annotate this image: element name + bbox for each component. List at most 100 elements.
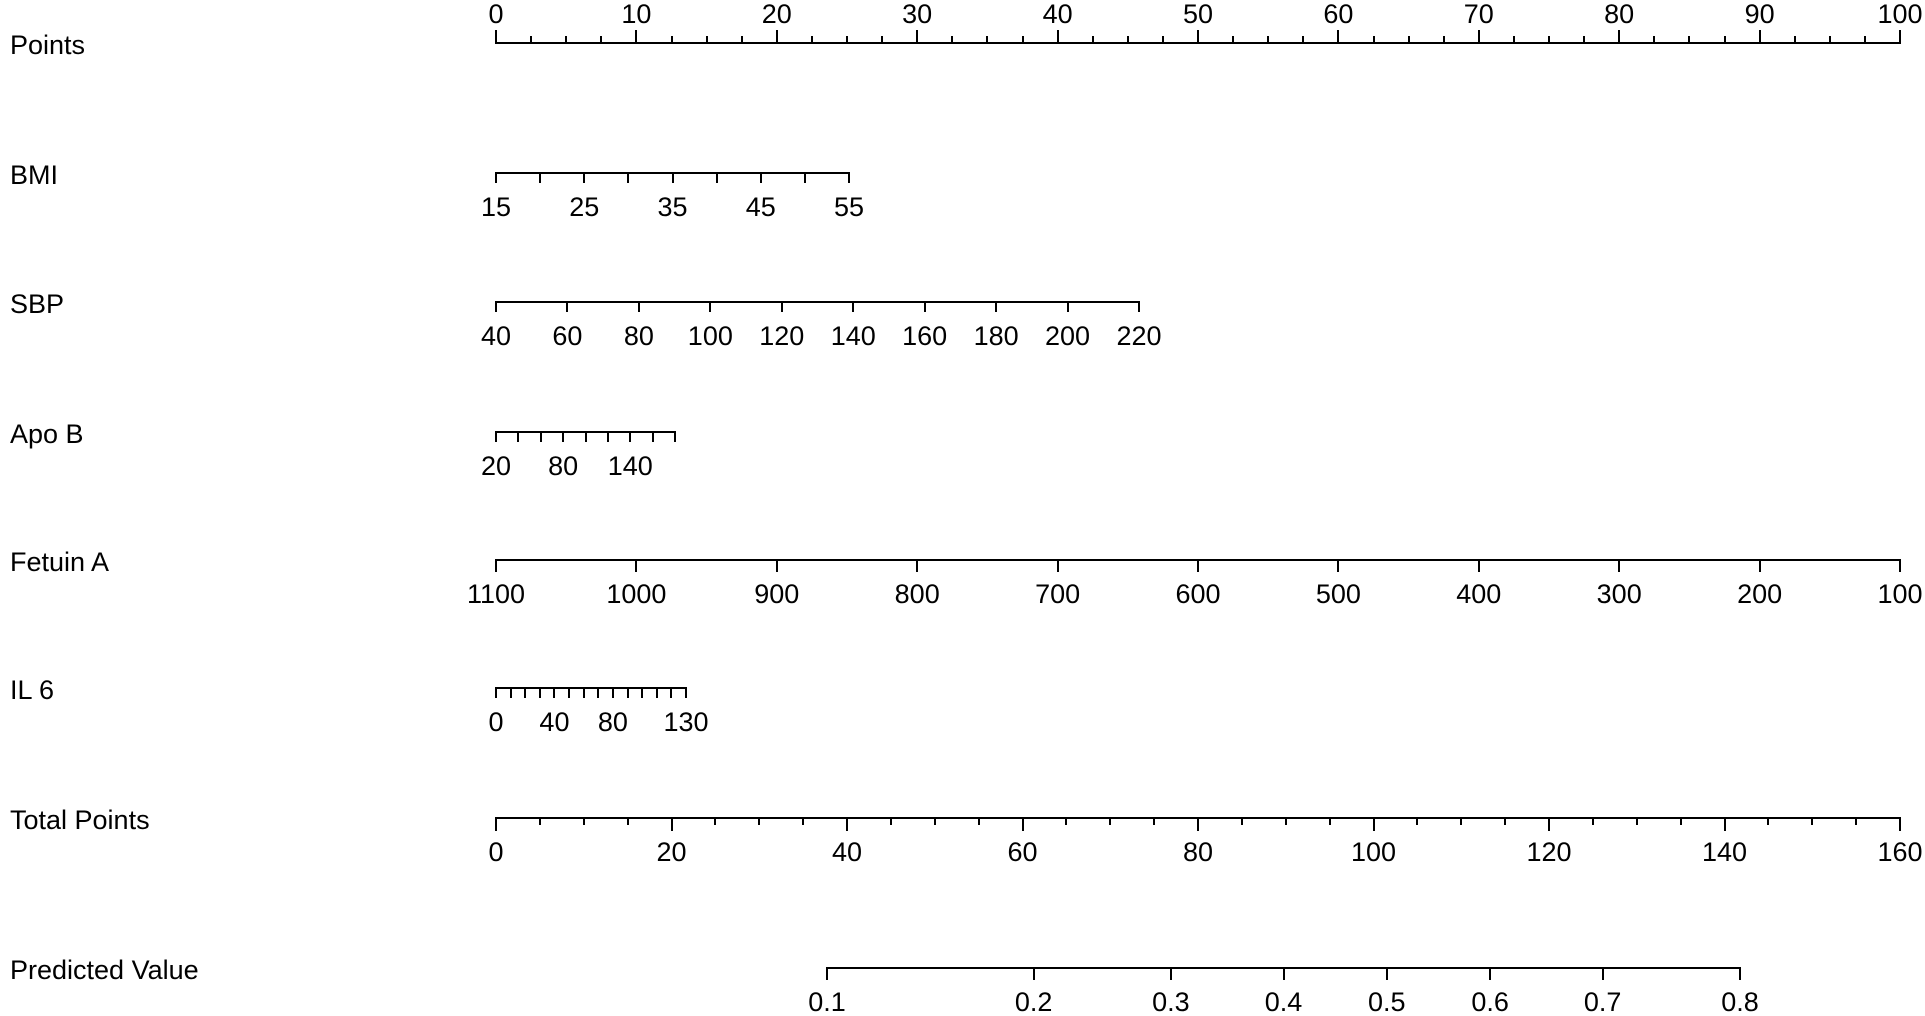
major-tick-bmi xyxy=(759,173,762,183)
major-tick-apo_b xyxy=(562,432,565,442)
major-tick-sbp xyxy=(495,302,497,312)
tick-label-predicted_value: 0.7 xyxy=(1583,987,1622,1016)
minor-tick-points xyxy=(1442,36,1445,43)
tick-label-sbp: 180 xyxy=(973,321,1019,351)
major-tick-fetuin_a xyxy=(1056,560,1059,572)
tick-label-il6: 0 xyxy=(488,707,504,737)
minor-tick-points xyxy=(1793,36,1796,43)
axis-title-bmi: BMI xyxy=(10,160,59,190)
minor-tick-total_points xyxy=(1504,818,1507,825)
minor-tick-total_points xyxy=(1416,818,1419,825)
minor-tick-total_points xyxy=(1811,818,1814,825)
minor-tick-bmi xyxy=(539,173,542,183)
minor-tick-total_points xyxy=(1767,818,1770,825)
major-tick-fetuin_a xyxy=(1337,560,1340,572)
minor-tick-il6 xyxy=(509,688,512,698)
minor-tick-total_points xyxy=(1679,818,1682,825)
tick-label-total_points: 0 xyxy=(488,837,504,867)
tick-label-fetuin_a: 200 xyxy=(1737,579,1783,609)
major-tick-points xyxy=(1477,30,1480,43)
major-tick-sbp xyxy=(709,302,712,312)
major-tick-predicted_value xyxy=(1385,968,1388,980)
major-tick-points xyxy=(916,30,919,43)
major-tick-il6 xyxy=(495,688,497,698)
major-tick-points xyxy=(495,30,497,43)
tick-label-total_points: 20 xyxy=(656,837,687,867)
major-tick-bmi xyxy=(848,173,850,183)
tick-label-sbp: 100 xyxy=(687,321,733,351)
minor-tick-points xyxy=(1232,36,1235,43)
major-tick-sbp xyxy=(995,302,998,312)
tick-label-sbp: 160 xyxy=(902,321,948,351)
minor-tick-points xyxy=(846,36,848,43)
tick-label-predicted_value: 0.4 xyxy=(1264,987,1303,1016)
tick-label-fetuin_a: 1000 xyxy=(606,579,667,609)
tick-label-predicted_value: 0.1 xyxy=(808,987,846,1016)
tick-label-points: 50 xyxy=(1182,0,1214,29)
minor-tick-points xyxy=(530,36,533,43)
tick-label-il6: 40 xyxy=(539,707,570,737)
major-tick-sbp xyxy=(923,302,926,312)
axis-title-predicted_value: Predicted Value xyxy=(10,955,199,985)
minor-tick-total_points xyxy=(1065,818,1068,825)
minor-tick-points xyxy=(1126,36,1129,43)
minor-tick-points xyxy=(1723,36,1726,43)
major-tick-il6 xyxy=(685,688,687,698)
tick-label-sbp: 140 xyxy=(830,321,876,351)
minor-tick-apo_b xyxy=(674,432,676,442)
major-tick-predicted_value xyxy=(1739,968,1741,980)
minor-tick-points xyxy=(670,36,673,43)
tick-label-bmi: 45 xyxy=(745,192,776,222)
tick-label-il6: 130 xyxy=(663,707,709,737)
major-tick-apo_b xyxy=(629,432,632,442)
tick-label-total_points: 100 xyxy=(1350,837,1397,867)
major-tick-fetuin_a xyxy=(1477,560,1480,572)
minor-tick-points xyxy=(1828,36,1831,43)
minor-tick-points xyxy=(1407,36,1410,43)
major-tick-predicted_value xyxy=(826,968,828,980)
minor-tick-il6 xyxy=(655,688,658,698)
axis-line-points xyxy=(495,42,1901,44)
tick-label-points: 10 xyxy=(621,0,652,29)
tick-label-total_points: 140 xyxy=(1701,837,1748,867)
axis-line-il6 xyxy=(495,687,687,689)
minor-tick-points xyxy=(1688,36,1691,43)
tick-label-points: 40 xyxy=(1042,0,1073,29)
tick-label-total_points: 40 xyxy=(831,837,863,867)
tick-label-sbp: 80 xyxy=(623,321,654,351)
tick-label-predicted_value: 0.5 xyxy=(1368,987,1406,1016)
major-tick-apo_b xyxy=(495,432,497,442)
major-tick-total_points xyxy=(1372,818,1375,831)
minor-tick-bmi xyxy=(715,173,718,183)
major-tick-predicted_value xyxy=(1489,968,1492,980)
major-tick-total_points xyxy=(1723,818,1726,831)
major-tick-sbp xyxy=(1066,302,1069,312)
minor-tick-il6 xyxy=(626,688,629,698)
major-tick-bmi xyxy=(671,173,674,183)
major-tick-fetuin_a xyxy=(1618,560,1621,572)
tick-label-points: 70 xyxy=(1463,0,1494,29)
axis-title-il6: IL 6 xyxy=(10,675,55,705)
major-tick-points xyxy=(1758,30,1761,43)
tick-label-fetuin_a: 100 xyxy=(1877,579,1923,609)
tick-label-predicted_value: 0.2 xyxy=(1014,987,1053,1016)
major-tick-total_points xyxy=(1548,818,1550,831)
tick-label-fetuin_a: 700 xyxy=(1035,579,1081,609)
major-tick-total_points xyxy=(1197,818,1199,831)
axis-title-apo_b: Apo B xyxy=(10,419,84,449)
minor-tick-apo_b xyxy=(584,432,587,442)
minor-tick-il6 xyxy=(670,688,673,698)
major-tick-fetuin_a xyxy=(916,560,919,572)
minor-tick-apo_b xyxy=(517,432,520,442)
minor-tick-total_points xyxy=(538,818,541,825)
major-tick-predicted_value xyxy=(1169,968,1172,980)
tick-label-total_points: 160 xyxy=(1877,837,1923,867)
tick-label-fetuin_a: 600 xyxy=(1175,579,1221,609)
axis-title-points: Points xyxy=(10,30,86,60)
major-tick-fetuin_a xyxy=(775,560,778,572)
minor-tick-il6 xyxy=(538,688,541,698)
major-tick-points xyxy=(1056,30,1059,43)
minor-tick-points xyxy=(951,36,954,43)
minor-tick-total_points xyxy=(626,818,629,825)
axis-title-sbp: SBP xyxy=(10,289,65,319)
